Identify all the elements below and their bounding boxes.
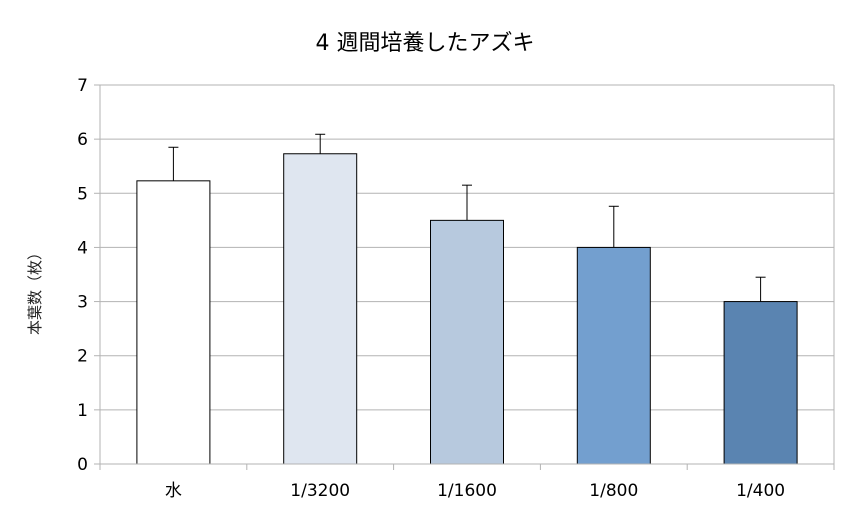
x-tick-label: 水 <box>165 481 182 501</box>
x-tick-label: 1/3200 <box>290 481 350 501</box>
tick-labels: 0 1 2 3 4 5 6 7 水 1/3200 1/1600 1/800 1/400 <box>77 76 785 501</box>
bars <box>136 153 798 465</box>
x-tick-label: 1/800 <box>589 481 638 501</box>
chart-title: 4 週間培養したアズキ <box>316 31 535 56</box>
bar <box>430 219 504 465</box>
y-tick-label: 3 <box>77 293 88 313</box>
y-tick-label: 4 <box>77 238 88 258</box>
x-tick-label: 1/400 <box>736 481 785 501</box>
y-tick-label: 1 <box>77 401 88 421</box>
y-tick-label: 5 <box>77 184 88 204</box>
y-axis-label: 本葉数（枚） <box>26 245 44 335</box>
y-tick-label: 7 <box>77 76 88 96</box>
error-bars <box>168 133 766 302</box>
y-tick-label: 6 <box>77 130 88 150</box>
x-tick-label: 1/1600 <box>437 481 497 501</box>
bar <box>723 301 798 465</box>
bar <box>283 153 358 465</box>
y-tick-label: 0 <box>77 455 88 475</box>
bar <box>136 180 211 465</box>
bar <box>576 246 651 465</box>
y-tick-label: 2 <box>77 347 88 367</box>
axes <box>94 84 835 470</box>
